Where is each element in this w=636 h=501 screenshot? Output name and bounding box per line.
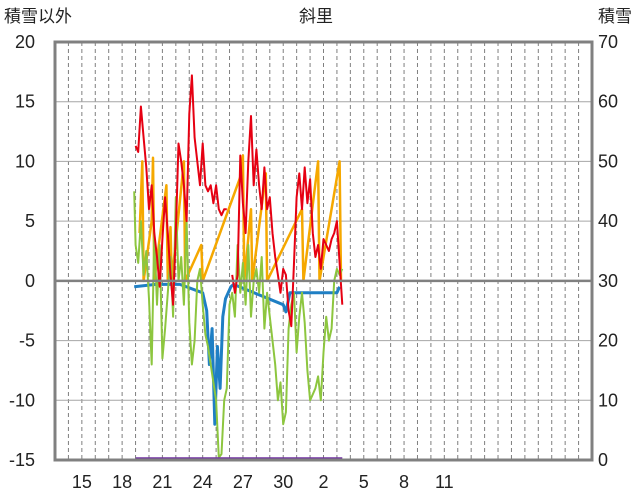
x-tick-label: 21	[152, 472, 172, 492]
y-left-tick-label: -10	[9, 390, 35, 410]
grid-lines	[55, 42, 592, 460]
x-tick-label: 11	[435, 472, 454, 492]
y-right-tick-label: 70	[598, 32, 618, 52]
y-left-tick-label: 15	[15, 92, 35, 112]
x-tick-label: 24	[193, 472, 213, 492]
y-right-tick-label: 50	[598, 151, 618, 171]
series-temperature-line	[134, 74, 344, 328]
y-left-tick-label: 5	[25, 211, 35, 231]
y-right-tick-label: 10	[598, 390, 618, 410]
y-right-tick-label: 30	[598, 271, 618, 291]
x-tick-label: 2	[318, 472, 328, 492]
x-tick-label: 5	[359, 472, 369, 492]
chart-title: 斜里	[299, 7, 333, 27]
x-tick-label: 8	[399, 472, 409, 492]
y-right-tick-label: 20	[598, 331, 618, 351]
y-left-ticks: -15 -10 -5 0 5 10 15 20	[9, 32, 35, 470]
y-left-tick-label: 10	[15, 151, 35, 171]
y-left-tick-label: -5	[19, 331, 35, 351]
x-tick-label: 18	[112, 472, 132, 492]
y-left-tick-label: 20	[15, 32, 35, 52]
y-left-tick-label: -15	[9, 450, 35, 470]
x-tick-label: 30	[273, 472, 293, 492]
y-right-tick-label: 0	[598, 450, 608, 470]
y-right-tick-label: 40	[598, 211, 618, 231]
y-right-ticks: 0 10 20 30 40 50 60 70	[598, 32, 618, 470]
y-left-tick-label: 0	[25, 271, 35, 291]
x-ticks: 15 18 21 24 27 30 2 5 8 11	[72, 472, 454, 492]
y-right-tick-label: 60	[598, 92, 618, 112]
series-precip-line	[134, 282, 341, 426]
y-left-label: 積雪以外	[4, 7, 72, 27]
y-right-label: 積雪	[598, 7, 632, 27]
series-layer	[133, 74, 344, 461]
x-tick-label: 27	[233, 472, 253, 492]
x-tick-label: 15	[72, 472, 92, 492]
plot-frame	[53, 40, 594, 462]
